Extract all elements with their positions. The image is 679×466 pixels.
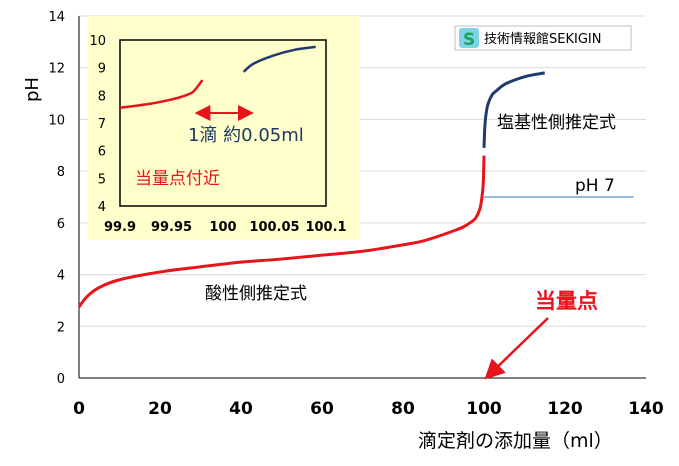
inset-x-tick-label: 99.95	[151, 220, 192, 235]
inset-y-tick-label: 5	[98, 172, 106, 187]
inset-acid-curve	[119, 79, 204, 110]
inset-y-tick-label: 8	[98, 89, 106, 104]
inset-base-curve	[242, 45, 316, 73]
main-x-tick-label: 60	[310, 399, 334, 419]
main-x-tick-label: 40	[229, 399, 253, 419]
inset-x-tick-label: 100.1	[305, 220, 346, 235]
inset-y-tick-label: 9	[98, 62, 106, 77]
inset-y-tick-label: 6	[98, 145, 106, 160]
y-axis-label: pH	[22, 77, 43, 102]
equivalence-point-arrow	[484, 317, 549, 380]
near-equivalence-label: 当量点付近	[135, 169, 220, 189]
watermark-badge: S	[463, 30, 475, 50]
acid-side-label: 酸性側推定式	[205, 284, 307, 304]
main-y-tick-label: 10	[48, 113, 65, 128]
main-y-tick-label: 8	[57, 165, 65, 180]
inset-x-tick-label: 99.9	[104, 220, 136, 235]
inset-x-tick-label: 100.05	[249, 220, 299, 235]
inset-y-tick-label: 4	[98, 200, 106, 215]
inset-plot-area	[119, 39, 327, 207]
main-x-tick-label: 80	[391, 399, 415, 419]
main-y-tick-label: 6	[57, 217, 65, 232]
inset-y-tick-label: 10	[89, 34, 106, 49]
watermark-box	[454, 25, 632, 51]
ph7-label: pH 7	[575, 176, 615, 196]
inset-x-tick-labels: 99.9 99.95 100 100.05 100.1	[104, 220, 347, 235]
main-y-tick-labels: 0 2 4 6 8 10 12 14	[48, 10, 65, 387]
main-y-tick-label: 14	[48, 10, 65, 25]
main-x-tick-label: 20	[148, 399, 172, 419]
equivalence-point-label: 当量点	[535, 289, 598, 313]
inset-y-tick-labels: 4 5 6 7 8 9 10	[89, 34, 106, 215]
main-x-tick-labels: 0 20 40 60 80 100 120 140	[73, 399, 664, 419]
main-y-tick-label: 12	[48, 62, 65, 77]
base-side-label: 塩基性側推定式	[497, 113, 616, 133]
watermark-text: 技術情報館SEKIGIN	[484, 32, 601, 47]
main-y-tick-label: 0	[57, 372, 65, 387]
inset-x-tick-label: 100	[209, 220, 236, 235]
watermark-badge-icon	[459, 28, 479, 48]
base-side-curve	[482, 71, 545, 148]
main-x-tick-label: 100	[466, 399, 502, 419]
main-x-tick-label: 0	[73, 399, 85, 419]
drop-size-label: 1滴 約0.05ml	[188, 125, 304, 146]
inset-chart: 4 5 6 7 8 9 10 99.9 99.95 100 100.05 100.1 1滴 約0.0…	[88, 16, 360, 240]
main-x-tick-label: 140	[628, 399, 664, 419]
main-y-tick-label: 4	[57, 269, 65, 284]
acid-side-curve	[77, 155, 486, 308]
x-axis-label: 滴定剤の添加量（ml）	[418, 430, 613, 452]
main-y-tick-label: 2	[57, 320, 65, 335]
watermark: S 技術情報館SEKIGIN	[454, 25, 632, 51]
main-x-tick-label: 120	[547, 399, 583, 419]
inset-y-tick-label: 7	[98, 117, 106, 132]
